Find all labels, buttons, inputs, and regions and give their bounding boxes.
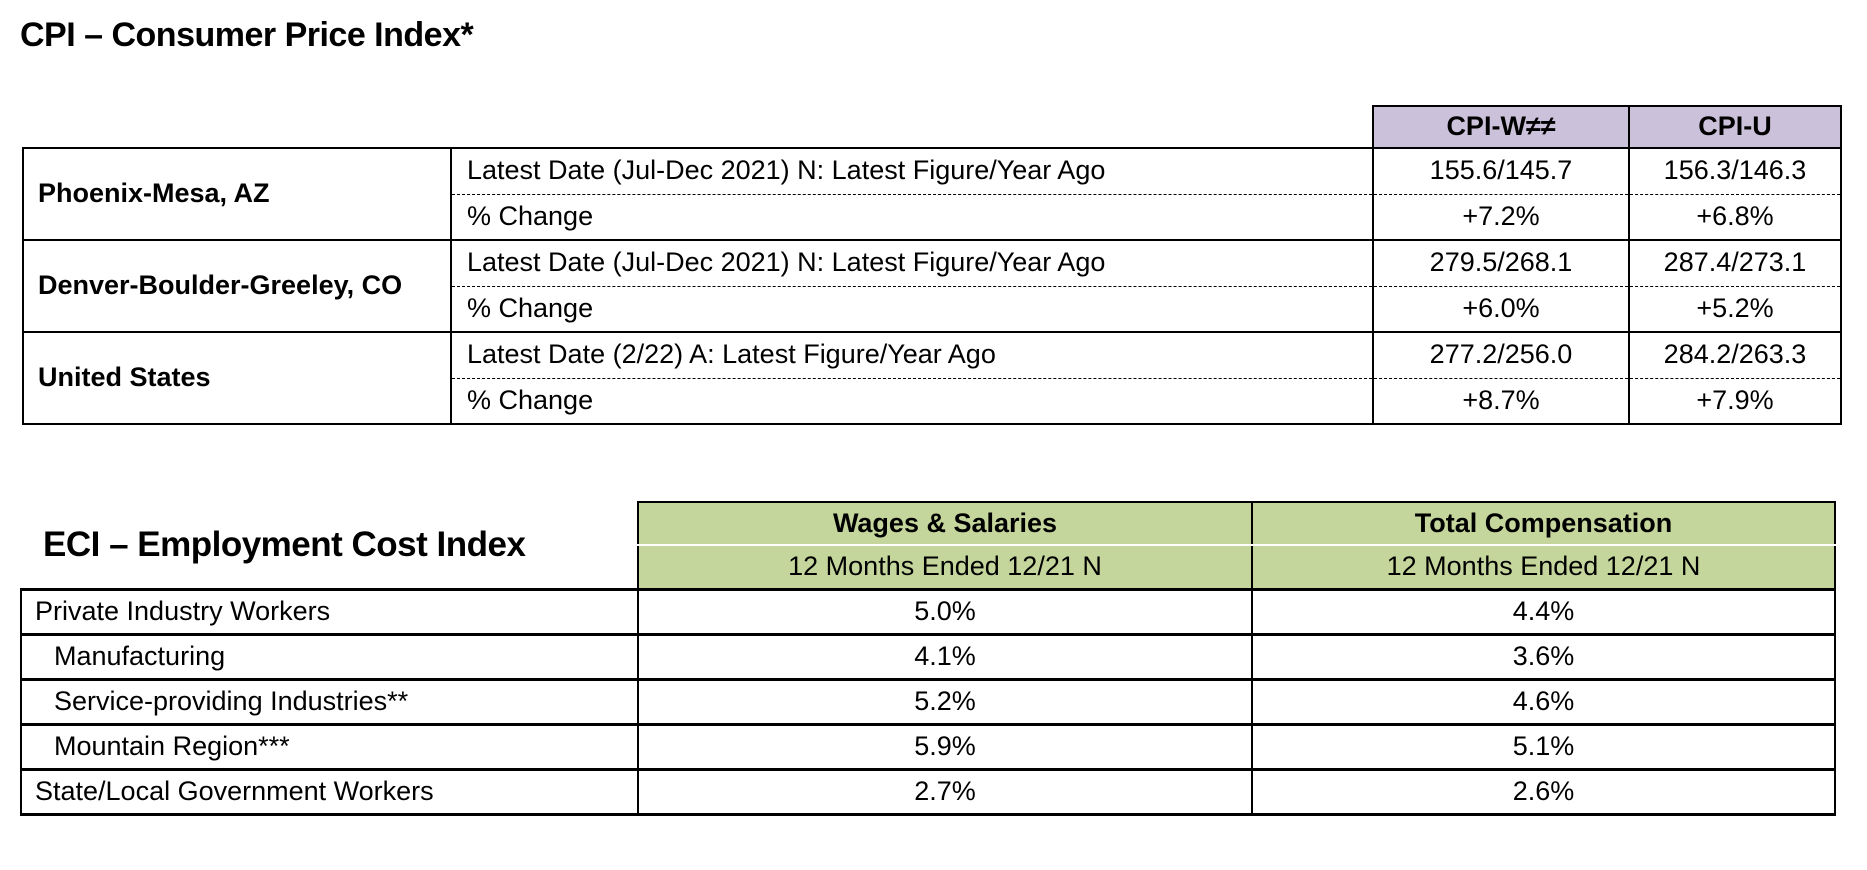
- eci-total-value: 2.6%: [1251, 769, 1836, 816]
- eci-header-row: ECI – Employment Cost Index Wages & Sala…: [21, 501, 1836, 591]
- cpi-w-value: 155.6/145.7: [1372, 147, 1630, 195]
- eci-row-label: Manufacturing: [20, 634, 639, 681]
- eci-row-label: Private Industry Workers: [20, 589, 639, 636]
- eci-wages-value: 5.2%: [637, 679, 1253, 726]
- eci-row-label: Mountain Region***: [20, 724, 639, 771]
- eci-row-label: Service-providing Industries**: [20, 679, 639, 726]
- eci-table: ECI – Employment Cost Index Wages & Sala…: [20, 501, 1836, 816]
- cpi-region-cell: Phoenix-Mesa, AZ: [22, 147, 452, 241]
- cpi-w-value: 279.5/268.1: [1372, 240, 1630, 287]
- eci-section-title: ECI – Employment Cost Index: [43, 524, 526, 564]
- table-row: Phoenix-Mesa, AZ Latest Date (Jul-Dec 20…: [22, 147, 1842, 241]
- cpi-header-row: CPI-W≠≠ CPI-U: [23, 105, 1842, 149]
- eci-wages-value: 5.0%: [637, 589, 1253, 636]
- cpi-change-label: % Change: [450, 194, 1374, 241]
- cpi-latest-label: Latest Date (Jul-Dec 2021) N: Latest Fig…: [450, 147, 1374, 195]
- eci-title-cell: ECI – Employment Cost Index: [21, 502, 638, 591]
- cpi-w-change: +7.2%: [1372, 194, 1630, 241]
- cpi-w-change: +8.7%: [1372, 378, 1630, 425]
- eci-total-value: 3.6%: [1251, 634, 1836, 681]
- table-row: Mountain Region*** 5.9% 5.1%: [20, 724, 1836, 771]
- eci-subheader-row: 12 Months Ended 12/21 N 12 Months Ended …: [21, 544, 1836, 591]
- cpi-w-value: 277.2/256.0: [1372, 332, 1630, 379]
- cpi-u-value: 284.2/263.3: [1628, 332, 1842, 379]
- eci-wages-column-header: Wages & Salaries: [637, 501, 1253, 546]
- cpi-change-label: % Change: [450, 378, 1374, 425]
- table-row: Manufacturing 4.1% 3.6%: [20, 634, 1836, 681]
- cpi-u-change: +6.8%: [1628, 194, 1842, 241]
- table-row: Denver-Boulder-Greeley, CO Latest Date (…: [22, 239, 1842, 333]
- eci-total-subheader: 12 Months Ended 12/21 N: [1251, 544, 1836, 591]
- table-row: United States Latest Date (2/22) A: Late…: [22, 331, 1842, 425]
- cpi-u-change: +5.2%: [1628, 286, 1842, 333]
- eci-wages-value: 4.1%: [637, 634, 1253, 681]
- eci-total-value: 4.6%: [1251, 679, 1836, 726]
- cpi-region-cell: United States: [22, 331, 452, 425]
- eci-row-label: State/Local Government Workers: [20, 769, 639, 816]
- cpi-u-column-header: CPI-U: [1628, 105, 1842, 149]
- cpi-section-title: CPI – Consumer Price Index*: [20, 16, 474, 54]
- cpi-u-change: +7.9%: [1628, 378, 1842, 425]
- cpi-w-column-header: CPI-W≠≠: [1372, 105, 1630, 149]
- table-row: Private Industry Workers 5.0% 4.4%: [20, 589, 1836, 636]
- cpi-table: CPI-W≠≠ CPI-U Phoenix-Mesa, AZ Latest Da…: [22, 105, 1842, 425]
- table-row: % Change +8.7% +7.9%: [23, 378, 1842, 425]
- table-row: Service-providing Industries** 5.2% 4.6%: [20, 679, 1836, 726]
- table-row: % Change +7.2% +6.8%: [23, 194, 1842, 241]
- cpi-w-change: +6.0%: [1372, 286, 1630, 333]
- cpi-u-value: 156.3/146.3: [1628, 147, 1842, 195]
- eci-wages-value: 2.7%: [637, 769, 1253, 816]
- eci-total-value: 4.4%: [1251, 589, 1836, 636]
- cpi-latest-label: Latest Date (2/22) A: Latest Figure/Year…: [450, 332, 1374, 379]
- cpi-header-spacer: [23, 106, 451, 148]
- cpi-latest-label: Latest Date (Jul-Dec 2021) N: Latest Fig…: [450, 240, 1374, 287]
- eci-wages-subheader: 12 Months Ended 12/21 N: [637, 544, 1253, 591]
- cpi-u-value: 287.4/273.1: [1628, 240, 1842, 287]
- cpi-region-cell: Denver-Boulder-Greeley, CO: [22, 239, 452, 333]
- eci-wages-value: 5.9%: [637, 724, 1253, 771]
- table-row: State/Local Government Workers 2.7% 2.6%: [20, 769, 1836, 816]
- table-row: % Change +6.0% +5.2%: [23, 286, 1842, 333]
- eci-total-column-header: Total Compensation: [1251, 501, 1836, 546]
- eci-total-value: 5.1%: [1251, 724, 1836, 771]
- cpi-header-spacer: [451, 106, 1373, 148]
- cpi-change-label: % Change: [450, 286, 1374, 333]
